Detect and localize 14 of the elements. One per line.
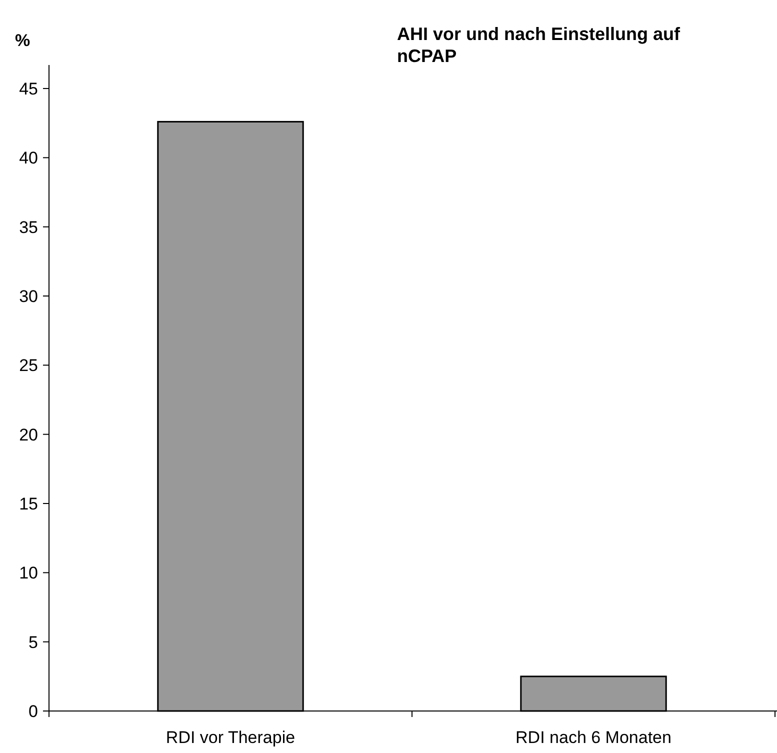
y-tick-label: 45 bbox=[19, 79, 38, 98]
y-tick-label: 5 bbox=[28, 632, 38, 652]
y-tick-label: 30 bbox=[19, 286, 38, 306]
y-tick-label: 10 bbox=[19, 564, 38, 583]
x-tick-label: RDI nach 6 Monaten bbox=[516, 728, 672, 747]
y-axis-title: % bbox=[15, 31, 30, 50]
chart-title: AHI vor und nach Einstellung auf nCPAP bbox=[397, 24, 682, 66]
y-tick-label: 40 bbox=[19, 148, 38, 168]
y-tick-label: 0 bbox=[28, 702, 38, 721]
y-tick-label: 25 bbox=[19, 356, 38, 376]
x-tick-label: RDI vor Therapie bbox=[166, 728, 296, 747]
y-tick-label: 20 bbox=[19, 425, 38, 444]
y-tick-label: 35 bbox=[19, 218, 38, 237]
y-tick-label: 15 bbox=[19, 494, 38, 514]
